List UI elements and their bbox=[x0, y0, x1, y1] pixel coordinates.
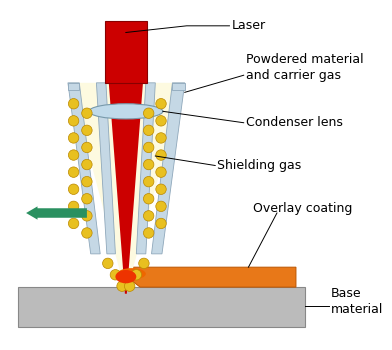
Circle shape bbox=[82, 211, 92, 221]
Bar bbox=[18, 287, 305, 327]
Circle shape bbox=[156, 133, 166, 143]
Polygon shape bbox=[124, 267, 296, 287]
Circle shape bbox=[82, 194, 92, 204]
Text: Overlay coating: Overlay coating bbox=[253, 202, 352, 215]
Circle shape bbox=[82, 142, 92, 153]
Polygon shape bbox=[68, 83, 100, 254]
Circle shape bbox=[82, 108, 92, 118]
Circle shape bbox=[156, 201, 166, 212]
Circle shape bbox=[143, 194, 154, 204]
Circle shape bbox=[124, 281, 135, 292]
Text: Base
material: Base material bbox=[331, 287, 383, 316]
Circle shape bbox=[156, 167, 166, 177]
Circle shape bbox=[143, 125, 154, 135]
Ellipse shape bbox=[115, 270, 136, 283]
FancyArrow shape bbox=[26, 206, 87, 220]
Circle shape bbox=[82, 228, 92, 238]
Circle shape bbox=[82, 176, 92, 187]
Circle shape bbox=[117, 281, 127, 292]
Circle shape bbox=[68, 184, 79, 195]
Circle shape bbox=[156, 218, 166, 229]
Bar bbox=[68, 83, 79, 90]
Circle shape bbox=[68, 133, 79, 143]
Polygon shape bbox=[152, 83, 185, 254]
Text: Powdered material
and carrier gas: Powdered material and carrier gas bbox=[246, 53, 363, 82]
Text: Condenser lens: Condenser lens bbox=[246, 116, 343, 129]
Circle shape bbox=[68, 116, 79, 126]
Circle shape bbox=[143, 211, 154, 221]
Text: Shielding gas: Shielding gas bbox=[217, 159, 301, 172]
Circle shape bbox=[143, 142, 154, 153]
Circle shape bbox=[68, 98, 79, 109]
Circle shape bbox=[143, 176, 154, 187]
Polygon shape bbox=[96, 83, 115, 254]
Circle shape bbox=[139, 258, 149, 268]
Ellipse shape bbox=[89, 104, 163, 119]
Ellipse shape bbox=[117, 268, 146, 280]
Circle shape bbox=[82, 159, 92, 170]
Polygon shape bbox=[136, 83, 155, 254]
Circle shape bbox=[156, 116, 166, 126]
Circle shape bbox=[143, 159, 154, 170]
Polygon shape bbox=[70, 83, 185, 294]
Text: Laser: Laser bbox=[231, 19, 265, 32]
Polygon shape bbox=[109, 83, 143, 294]
Circle shape bbox=[68, 150, 79, 160]
Circle shape bbox=[156, 150, 166, 160]
Bar bbox=[105, 21, 147, 83]
Circle shape bbox=[82, 125, 92, 135]
Circle shape bbox=[68, 201, 79, 212]
Circle shape bbox=[110, 270, 121, 280]
Circle shape bbox=[156, 98, 166, 109]
Circle shape bbox=[143, 228, 154, 238]
Circle shape bbox=[156, 184, 166, 195]
Circle shape bbox=[68, 218, 79, 229]
Circle shape bbox=[68, 167, 79, 177]
Bar bbox=[172, 83, 185, 90]
Circle shape bbox=[131, 270, 142, 280]
Circle shape bbox=[143, 108, 154, 118]
Circle shape bbox=[103, 258, 113, 268]
